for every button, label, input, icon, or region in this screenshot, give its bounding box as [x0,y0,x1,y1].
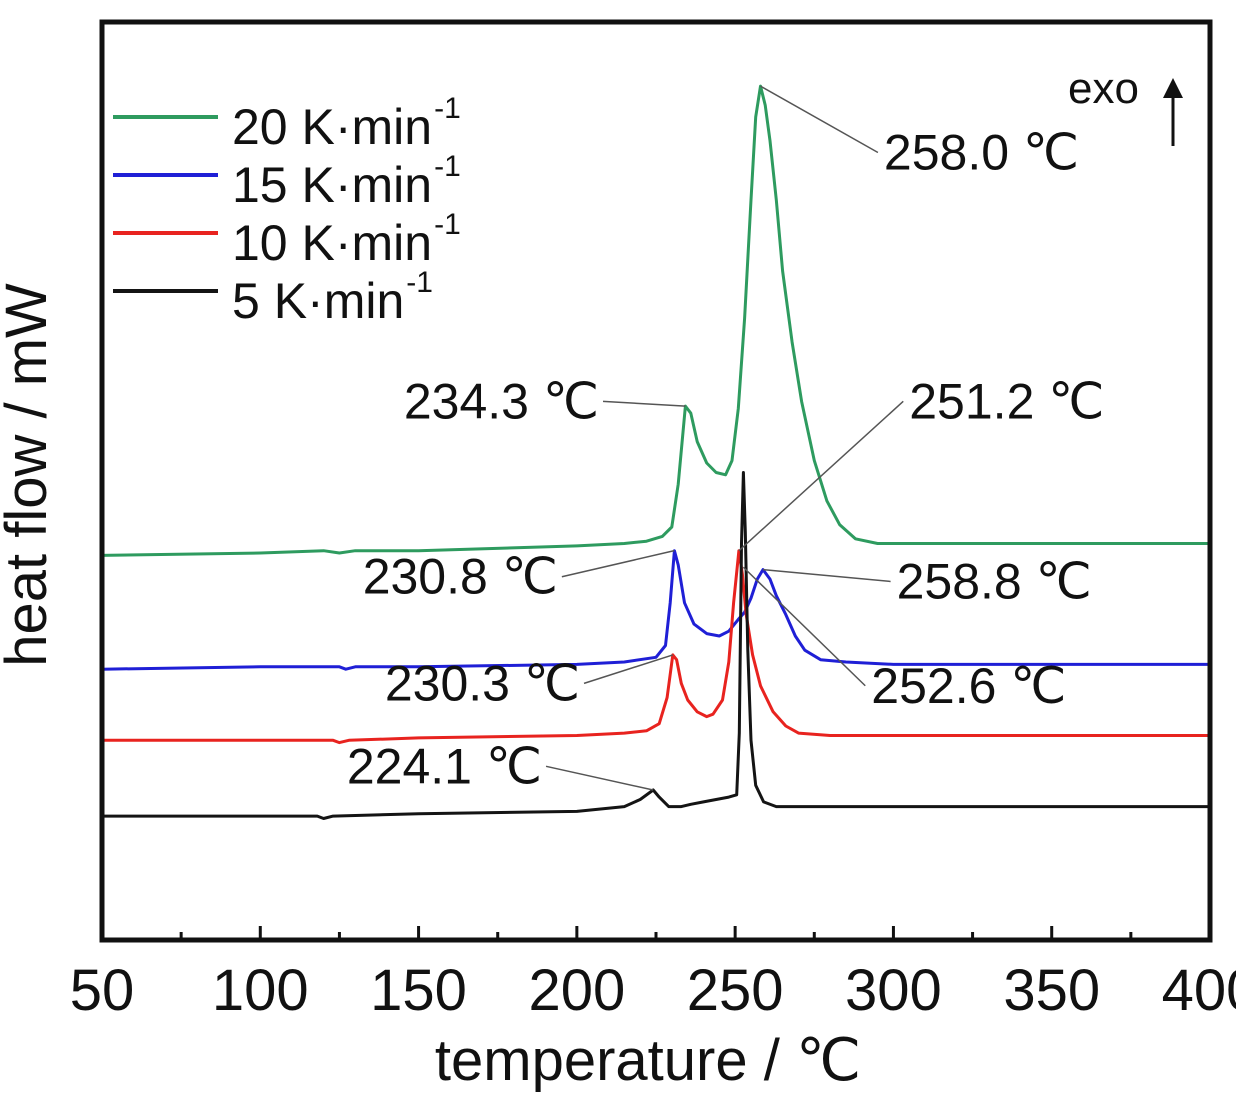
legend-label: 5 K·min-1 [232,266,433,329]
peak-leader-line [583,654,674,685]
peak-leader-line [760,85,879,154]
series-line-3 [100,471,1212,820]
exo-label: exo [1068,64,1139,113]
x-tick-label: 250 [687,958,784,1023]
exo-arrow-up-icon [1163,78,1183,98]
x-axis-title: temperature / ℃ [435,1028,861,1093]
peak-annotation-label: 224.1 ℃ [347,738,542,794]
legend-label: 10 K·min-1 [232,208,461,271]
x-tick-label: 50 [70,958,135,1023]
series-line-0 [100,84,1212,557]
peak-annotation-label: 251.2 ℃ [909,373,1104,429]
peak-annotation-label: 258.0 ℃ [884,125,1079,181]
peak-leader-line [602,400,686,407]
legend-label: 20 K·min-1 [232,92,461,155]
legend-label: 15 K·min-1 [232,150,461,213]
y-axis-title: heat flow / mW [0,283,59,667]
peak-leader-line [738,400,904,552]
x-tick-label: 100 [212,958,309,1023]
x-tick-label: 200 [528,958,625,1023]
peak-annotation-label: 252.6 ℃ [871,658,1066,714]
peak-annotation-label: 258.8 ℃ [897,553,1092,609]
series-layer [100,84,1212,820]
exo-indicator: exo [1068,64,1183,146]
x-tick-label: 150 [370,958,467,1023]
legend: 20 K·min-115 K·min-110 K·min-15 K·min-1 [113,92,461,329]
x-tick-label: 300 [845,958,942,1023]
peak-annotation-label: 230.3 ℃ [385,655,580,711]
series-line-2 [100,549,1212,745]
peak-annotation-label: 234.3 ℃ [404,373,599,429]
peak-leader-line [545,765,654,791]
peak-leader-line [561,549,675,578]
x-tick-label: 350 [1003,958,1100,1023]
x-axis: 50 100 150 200 250 300 350 400 [70,926,1236,1023]
peak-annotation-label: 230.8 ℃ [363,549,558,605]
peak-leader-line [742,566,866,687]
x-tick-label: 400 [1162,958,1236,1023]
annotation-layer: 258.0 ℃ 234.3 ℃ 251.2 ℃ 230.8 ℃ 258.8 ℃ 230.3… [347,85,1104,794]
series-line-1 [100,549,1212,671]
peak-leader-line [762,568,891,583]
